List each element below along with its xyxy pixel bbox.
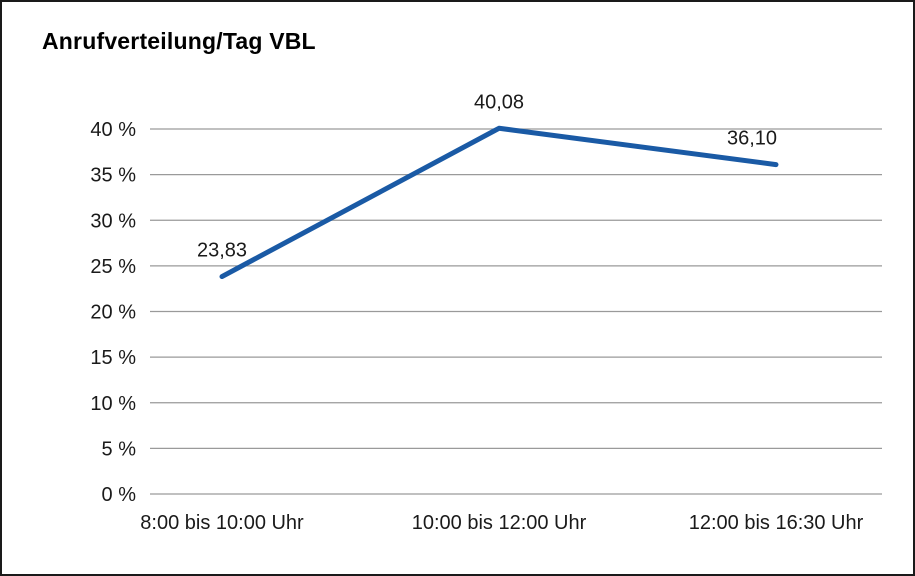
y-axis-tick-label: 40 % <box>90 119 136 141</box>
y-axis-tick-label: 15 % <box>90 347 136 369</box>
x-axis-tick-label: 10:00 bis 12:00 Uhr <box>412 512 587 534</box>
chart-title: Anrufverteilung/Tag VBL <box>42 28 316 54</box>
x-axis-tick-label: 8:00 bis 10:00 Uhr <box>140 512 304 534</box>
y-axis-tick-label: 5 % <box>102 438 137 460</box>
y-axis-tick-label: 35 % <box>90 165 136 187</box>
y-axis-tick-label: 0 % <box>102 484 137 506</box>
y-axis-tick-label: 20 % <box>90 302 136 324</box>
data-point-label: 23,83 <box>197 240 247 262</box>
data-point-label: 40,08 <box>474 91 524 113</box>
data-point-label: 36,10 <box>727 128 777 150</box>
y-axis-tick-label: 10 % <box>90 393 136 415</box>
x-axis-tick-label: 12:00 bis 16:30 Uhr <box>689 512 864 534</box>
y-axis-tick-label: 25 % <box>90 256 136 278</box>
data-series-line <box>219 125 779 280</box>
y-axis-tick-label: 30 % <box>90 210 136 232</box>
